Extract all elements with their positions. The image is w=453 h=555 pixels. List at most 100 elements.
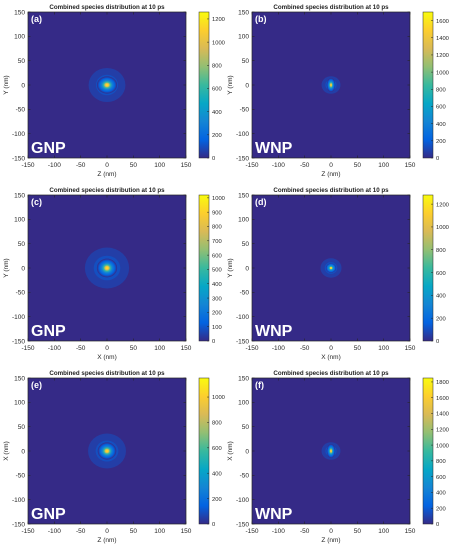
colorbar-frame bbox=[422, 11, 434, 159]
y-axis-label: Y (nm) bbox=[3, 75, 10, 94]
x-tick-label: -50 bbox=[300, 345, 310, 352]
chart-title: Combined species distribution at 10 ps bbox=[49, 4, 165, 11]
x-tick-label: 50 bbox=[354, 345, 362, 352]
x-axis-label: Z (nm) bbox=[321, 171, 340, 178]
chart-title: Combined species distribution at 10 ps bbox=[273, 187, 389, 194]
y-tick-label: 150 bbox=[238, 9, 249, 16]
y-tick-label: -50 bbox=[16, 107, 26, 114]
y-tick-label: 0 bbox=[245, 265, 249, 272]
heatmap-peak bbox=[96, 258, 118, 278]
heatmap-peak bbox=[326, 77, 336, 93]
heatmap-peak bbox=[326, 443, 336, 459]
y-tick-label: 100 bbox=[14, 34, 25, 41]
colorbar-tick-label: 1400 bbox=[436, 412, 449, 418]
colorbar-tick-label: 400 bbox=[436, 294, 446, 300]
y-tick-label: 150 bbox=[238, 375, 249, 382]
x-tick-label: -50 bbox=[300, 528, 310, 535]
heatmap-cells bbox=[88, 67, 126, 103]
x-tick-label: 100 bbox=[378, 345, 389, 352]
colorbar-tick-label: 400 bbox=[212, 282, 222, 288]
y-tick-label: -150 bbox=[236, 338, 249, 345]
colorbar-tick-label: 0 bbox=[212, 522, 215, 528]
panel-label: (d) bbox=[255, 197, 267, 207]
heatmap-peak bbox=[96, 76, 118, 94]
x-tick-label: -50 bbox=[76, 528, 86, 535]
colorbar-tick-label: 1400 bbox=[436, 36, 449, 42]
colorbar-tick-label: 800 bbox=[212, 64, 222, 70]
x-tick-label: 150 bbox=[405, 528, 416, 535]
x-tick-label: -100 bbox=[272, 528, 285, 535]
x-tick-label: -100 bbox=[48, 162, 61, 169]
colorbar-frame bbox=[198, 11, 210, 159]
x-tick-label: 100 bbox=[154, 528, 165, 535]
panel-c: -150 -100 -50 0 50 100 150150100500-50-100-150… bbox=[3, 187, 225, 361]
colorbar-tick-label: 100 bbox=[212, 325, 222, 331]
colorbar-tick-label: 200 bbox=[212, 311, 222, 317]
heatmap-cells bbox=[321, 442, 341, 460]
colorbar-tick-label: 500 bbox=[212, 268, 222, 274]
colorbar bbox=[199, 12, 209, 158]
panel-f: -150 -100 -50 0 50 100 150 150 100 50 0 -50 -100 -150… bbox=[227, 370, 449, 544]
colorbar-tick-label: 400 bbox=[436, 491, 446, 497]
x-tick-label: -100 bbox=[272, 162, 285, 169]
colorbar bbox=[423, 378, 433, 524]
y-tick-label: -50 bbox=[16, 290, 26, 297]
x-tick-label: -150 bbox=[21, 345, 34, 352]
colorbar-tick-label: 800 bbox=[436, 87, 446, 93]
colorbar bbox=[423, 12, 433, 158]
y-tick-label: 50 bbox=[18, 241, 26, 248]
x-axis-label: Z (nm) bbox=[97, 537, 116, 544]
x-tick-label: 50 bbox=[354, 528, 362, 535]
y-tick-label: 0 bbox=[21, 82, 25, 89]
particle-label: WNP bbox=[255, 506, 293, 523]
colorbar-tick-label: 600 bbox=[212, 446, 222, 452]
y-tick-label: -150 bbox=[12, 155, 25, 162]
y-tick-label: -150 bbox=[12, 521, 25, 528]
y-axis-label: Y (nm) bbox=[227, 75, 234, 94]
panel-label: (e) bbox=[31, 380, 42, 390]
x-tick-label: 0 bbox=[105, 162, 109, 169]
y-tick-label: -50 bbox=[240, 290, 250, 297]
colorbar-tick-label: 1000 bbox=[212, 395, 225, 401]
heatmap-cells bbox=[321, 76, 341, 94]
colorbar-tick-label: 600 bbox=[436, 271, 446, 277]
y-tick-label: -50 bbox=[240, 473, 250, 480]
chart-title: Combined species distribution at 10 ps bbox=[273, 4, 389, 11]
colorbar-tick-label: 1600 bbox=[436, 396, 449, 402]
colorbar-tick-label: 1200 bbox=[436, 53, 449, 59]
colorbar-tick-label: 400 bbox=[436, 122, 446, 128]
heatmap-peak bbox=[97, 442, 117, 460]
x-tick-label: 0 bbox=[329, 162, 333, 169]
colorbar-tick-label: 1000 bbox=[436, 225, 449, 231]
chart-title: Combined species distribution at 10 ps bbox=[273, 370, 389, 377]
y-tick-label: 50 bbox=[18, 58, 26, 65]
colorbar-tick-label: 1000 bbox=[436, 70, 449, 76]
heatmap-cells bbox=[320, 258, 342, 278]
colorbar-tick-label: 0 bbox=[212, 339, 215, 345]
x-tick-label: 100 bbox=[154, 345, 165, 352]
x-tick-label: 50 bbox=[130, 528, 138, 535]
y-tick-label: 100 bbox=[14, 217, 25, 224]
y-tick-label: 100 bbox=[238, 217, 249, 224]
colorbar-tick-label: 300 bbox=[212, 296, 222, 302]
colorbar-tick-label: 600 bbox=[212, 253, 222, 259]
y-tick-label: -150 bbox=[236, 155, 249, 162]
x-tick-label: 50 bbox=[130, 162, 138, 169]
colorbar-tick-label: 800 bbox=[436, 248, 446, 254]
x-tick-label: -50 bbox=[76, 345, 86, 352]
x-tick-label: 150 bbox=[405, 162, 416, 169]
x-tick-label: 0 bbox=[329, 345, 333, 352]
chart-title: Combined species distribution at 10 ps bbox=[49, 187, 165, 194]
panel-label: (f) bbox=[255, 380, 264, 390]
x-tick-label: -100 bbox=[48, 345, 61, 352]
y-tick-label: 50 bbox=[18, 424, 26, 431]
x-axis-label: Z (nm) bbox=[97, 171, 116, 178]
y-axis-label: X (nm) bbox=[227, 441, 234, 461]
panel-label: (b) bbox=[255, 14, 267, 24]
x-tick-label: -150 bbox=[245, 162, 258, 169]
y-tick-label: 0 bbox=[21, 265, 25, 272]
y-tick-label: 150 bbox=[14, 9, 25, 16]
colorbar bbox=[423, 195, 433, 341]
y-tick-label: 0 bbox=[21, 448, 25, 455]
